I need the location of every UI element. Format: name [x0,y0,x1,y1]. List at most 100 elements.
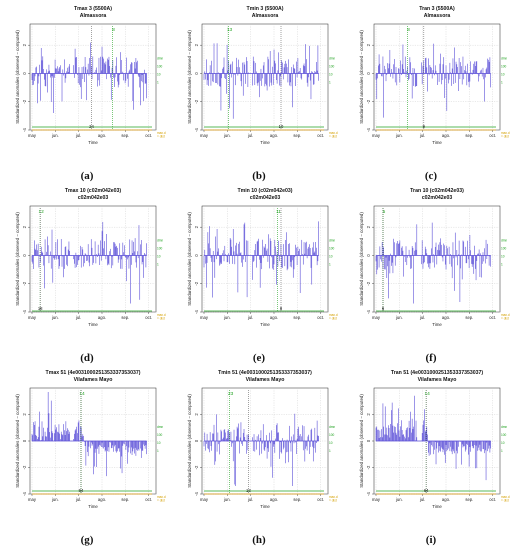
chart-subtitle: c02m042e03 [78,195,109,201]
anomaly-bars [203,43,319,119]
chart-subtitle: Almassora [424,13,451,19]
x-tick-label: oct. [145,497,152,502]
y-axis-label: Standardized anomalies (observed − compu… [15,212,20,306]
right-orange-label: = dist [501,135,509,139]
x-tick-label: ago. [98,133,106,138]
anomaly-bars [31,391,147,477]
right-scale-label: 1 [501,80,503,84]
x-tick-label: jul. [75,497,81,502]
x-tick-label: oct. [317,315,324,320]
break-marker-label: 5 [383,209,386,215]
chart-panel: Tran 51 (4e0031000251353337353037) Vilafa… [346,366,514,546]
x-axis-label: Time [88,322,98,327]
break-marker-label: 11 [276,209,281,215]
x-tick-label: oct. [317,497,324,502]
x-tick-label: may [372,133,381,138]
right-scale-label: 100 [329,433,335,437]
x-tick-label: jul. [75,315,81,320]
panel-caption: (d) [80,352,94,364]
y-tick-label: -2 [22,99,27,103]
right-scale-label: 10 [329,72,333,76]
y-tick-label: 2 [366,43,371,46]
x-axis-label: Time [260,322,270,327]
right-orange-label: max.d [329,495,338,499]
right-orange-label: max.d [501,313,510,317]
y-tick-label: -2 [366,465,371,469]
right-scale-label: 1 [329,449,331,453]
chart-panel: Tmax 51 (4e0031000251353337353037) Vilafa… [2,366,170,546]
y-axis-label: Standardized anomalies (observed − compu… [359,394,364,488]
chart-panel: Tmax 3 (5500A) Almassora 2 0 -2 -4 may jun. jul.… [2,2,170,182]
chart-subtitle: Vilafames Mayo [246,377,285,383]
x-tick-label: may [28,315,37,320]
x-tick-label: jul. [247,315,253,320]
x-tick-label: jun. [51,497,59,502]
plot-frame [29,23,157,131]
right-scale-label: dmn [157,56,163,60]
x-axis-label: Time [432,140,442,145]
y-tick-label: -4 [22,491,27,495]
secondary-marker-label: 6 [382,306,385,311]
x-tick-label: ago. [442,133,450,138]
x-tick-label: ago. [270,497,278,502]
x-tick-label: jun. [223,315,231,320]
y-tick-label: -2 [22,465,27,469]
right-scale-label: dmn [329,56,335,60]
y-tick-label: -2 [366,281,371,285]
y-tick-label: 0 [194,439,199,442]
x-tick-label: jun. [395,315,403,320]
y-axis-label: Standardized anomalies (observed − compu… [15,394,20,488]
x-tick-label: oct. [317,133,324,138]
chart-title: Tmin 51 (4e0031000251353337353037) [218,370,312,376]
x-tick-label: oct. [145,315,152,320]
right-orange-label: = dist [157,499,165,503]
y-tick-label: -4 [366,127,371,131]
x-tick-label: jun. [51,315,59,320]
panel-caption: (g) [80,534,94,546]
anomaly-bars [203,221,319,298]
right-scale-label: dmn [157,238,163,242]
x-tick-label: sep. [293,497,301,502]
right-orange-label: max.d [157,495,166,499]
panel-caption: (h) [252,534,266,546]
right-scale-label: 10 [501,254,505,258]
x-tick-label: jun. [51,133,59,138]
panel-caption: (a) [80,170,94,182]
right-scale-label: 1 [157,80,159,84]
chart-title: Tmax 3 (5500A) [74,6,112,12]
x-tick-label: sep. [293,315,301,320]
right-scale-label: dmn [501,238,507,242]
secondary-marker-label: 8 [280,306,283,311]
right-scale-label: 100 [501,433,507,437]
right-scale-label: 100 [329,246,335,250]
right-scale-label: 100 [157,246,163,250]
y-tick-label: 2 [366,225,371,228]
x-tick-label: sep. [465,315,473,320]
panel-caption: (b) [252,170,266,182]
panel-caption: (i) [425,534,437,546]
chart-title: Tran 51 (4e0031000251353337353037) [391,370,484,376]
x-tick-label: oct. [145,133,152,138]
chart-panel: Tmax 10 (c02m042e03) c02m042e03 2 0 -2 -4 may j… [2,184,170,364]
x-tick-label: may [372,315,381,320]
chart-panel: Tmin 51 (4e0031000251353337353037) Vilafa… [174,366,342,546]
y-tick-label: 2 [366,413,371,416]
secondary-marker-label: 9 [423,124,426,129]
right-scale-label: 10 [501,441,505,445]
chart-subtitle: c02m042e03 [250,195,281,201]
x-tick-label: sep. [293,133,301,138]
right-orange-label: max.d [157,313,166,317]
y-tick-label: -2 [366,99,371,103]
chart-title: Tmax 51 (4e0031000251353337353037) [46,370,141,376]
y-tick-label: 0 [194,72,199,75]
chart-subtitle: Almassora [252,13,279,19]
y-axis-label: Standardized anomalies (observed − compu… [187,394,192,488]
right-scale-label: 1 [329,262,331,266]
x-tick-label: may [28,497,37,502]
x-axis-label: Time [260,140,270,145]
chart-title: Tran 3 (5500A) [419,6,455,12]
x-tick-label: jul. [419,497,425,502]
y-tick-label: -2 [22,281,27,285]
